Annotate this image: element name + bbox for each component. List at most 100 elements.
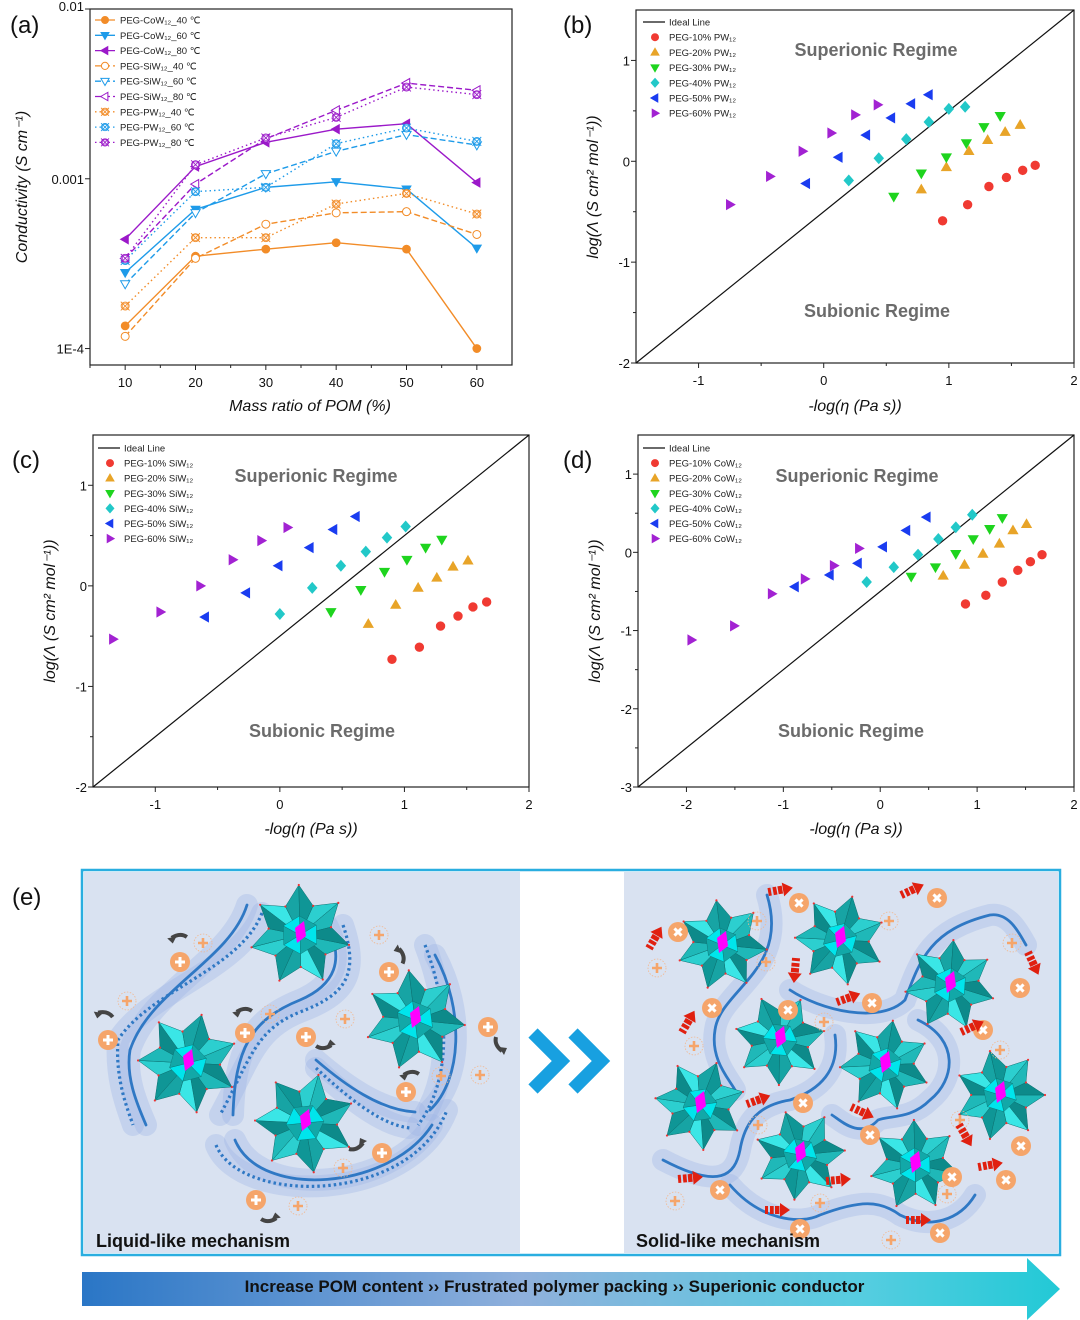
y-tick-label: 1E-4 (57, 342, 84, 357)
legend-entry: PEG-30% CoW₁₂ (669, 489, 742, 500)
ion-hop-arrow (787, 957, 802, 983)
legend-marker (105, 503, 115, 514)
superionic-regime-label: Superionic Regime (775, 466, 938, 486)
ion-motion-arrow (393, 944, 406, 965)
data-point (798, 145, 809, 157)
legend-marker (651, 33, 660, 42)
legend-entry: PEG-PW₁₂_40 ℃ (120, 107, 195, 118)
data-point (119, 269, 131, 279)
legend-entry: PEG-20% PW₁₂ (669, 48, 736, 59)
y-tick-label: -2 (75, 780, 87, 795)
legend-entry: PEG-40% PW₁₂ (669, 78, 736, 89)
data-point (1037, 549, 1047, 560)
data-point (687, 634, 698, 646)
cation (98, 1030, 118, 1050)
data-point (915, 183, 927, 194)
panel-label-d: (d) (563, 447, 592, 474)
data-point (994, 112, 1006, 122)
legend-entry: PEG-50% PW₁₂ (669, 94, 736, 105)
data-point (940, 161, 952, 172)
cation (942, 1167, 962, 1187)
data-point (982, 134, 994, 144)
pom-cluster (735, 997, 826, 1087)
ion-hop-arrow (959, 1019, 984, 1036)
ion-hop-arrow (765, 1203, 790, 1217)
legend-marker (649, 518, 659, 529)
data-point (888, 192, 900, 203)
legend-entry: Ideal Line (669, 444, 710, 455)
data-point (190, 232, 201, 243)
legend: Ideal Line PEG-10% PW₁₂ PEG-20% PW₁₂ PEG-30… (643, 18, 736, 120)
data-point (120, 321, 130, 331)
data-point (228, 554, 239, 566)
x-tick-label: 0 (820, 373, 827, 388)
y-tick-label: -1 (618, 255, 630, 270)
data-point (331, 138, 341, 149)
legend-marker (99, 45, 109, 56)
data-point (274, 608, 286, 620)
data-point (977, 547, 989, 558)
polymer-chain (127, 903, 249, 1127)
ion-hop-arrow (899, 882, 924, 899)
data-point (888, 561, 900, 574)
data-point (800, 573, 811, 585)
pom-center-atom (183, 1049, 194, 1071)
polymer-chain (661, 1033, 838, 1178)
series-4 (274, 520, 411, 620)
data-point (950, 521, 962, 534)
legend-entry: PEG-30% PW₁₂ (669, 63, 736, 74)
data-point (261, 244, 271, 254)
ion-hop-arrow (849, 1103, 874, 1120)
legend-marker (104, 518, 114, 529)
data-point (349, 510, 360, 523)
data-point (958, 558, 971, 569)
series-6 (109, 521, 294, 645)
cation-faint (333, 1158, 353, 1178)
data-point (471, 177, 481, 188)
legend-marker (106, 533, 116, 544)
series-5 (119, 130, 483, 290)
legend-entry: PEG-40% CoW₁₂ (669, 504, 742, 515)
series-line (124, 133, 477, 285)
data-point (873, 152, 885, 165)
legend-marker (650, 473, 660, 482)
cation-faint (879, 911, 899, 931)
pom-cluster (136, 1013, 236, 1114)
cation-faint (665, 1191, 685, 1211)
chart-c: -1 0 1 2 1 0 -1 -2 -log(η (Pa s)) log(Λ (S cm² mo… (42, 434, 533, 838)
series-5 (788, 511, 931, 593)
ion-motion-arrow (314, 1039, 336, 1051)
series-line (124, 210, 478, 337)
data-point (1013, 565, 1023, 576)
ion-hop-arrow (955, 1122, 973, 1147)
plot-frame (635, 9, 1075, 364)
pom-cluster (870, 1118, 961, 1208)
legend-entry: Ideal Line (124, 444, 165, 455)
data-point (827, 127, 838, 139)
data-point (120, 331, 130, 341)
y-axis-label: log(Λ (S cm² mol⁻¹)) (585, 115, 602, 258)
data-point (190, 160, 201, 170)
pom-center-atom (300, 1109, 311, 1131)
data-point (360, 545, 372, 558)
data-point (401, 123, 412, 133)
liquid-like-panel (84, 872, 520, 1253)
x-tick-label: 0 (877, 797, 884, 812)
cation-faint (810, 1193, 830, 1213)
series-3 (888, 112, 1006, 203)
legend-marker (100, 138, 110, 147)
pom-cluster (756, 1111, 846, 1201)
data-point (190, 209, 201, 219)
data-point (272, 560, 283, 572)
legend: PEG-CoW₁₂_40 ℃ PEG-CoW₁₂_60 ℃ PEG-CoW₁₂_80… (95, 16, 201, 149)
chart-a: 10 20 30 40 50 60 0.01 0.001 1E-4 Mass ratio of P… (14, 0, 513, 415)
polymer-chain (231, 923, 338, 1117)
legend-entry: PEG-PW₁₂_80 ℃ (120, 138, 195, 149)
data-point (196, 580, 207, 592)
cation (372, 1143, 392, 1163)
data-point (331, 112, 341, 123)
x-tick-label: 0 (276, 797, 283, 812)
data-point (119, 280, 131, 290)
legend-marker (100, 122, 110, 132)
